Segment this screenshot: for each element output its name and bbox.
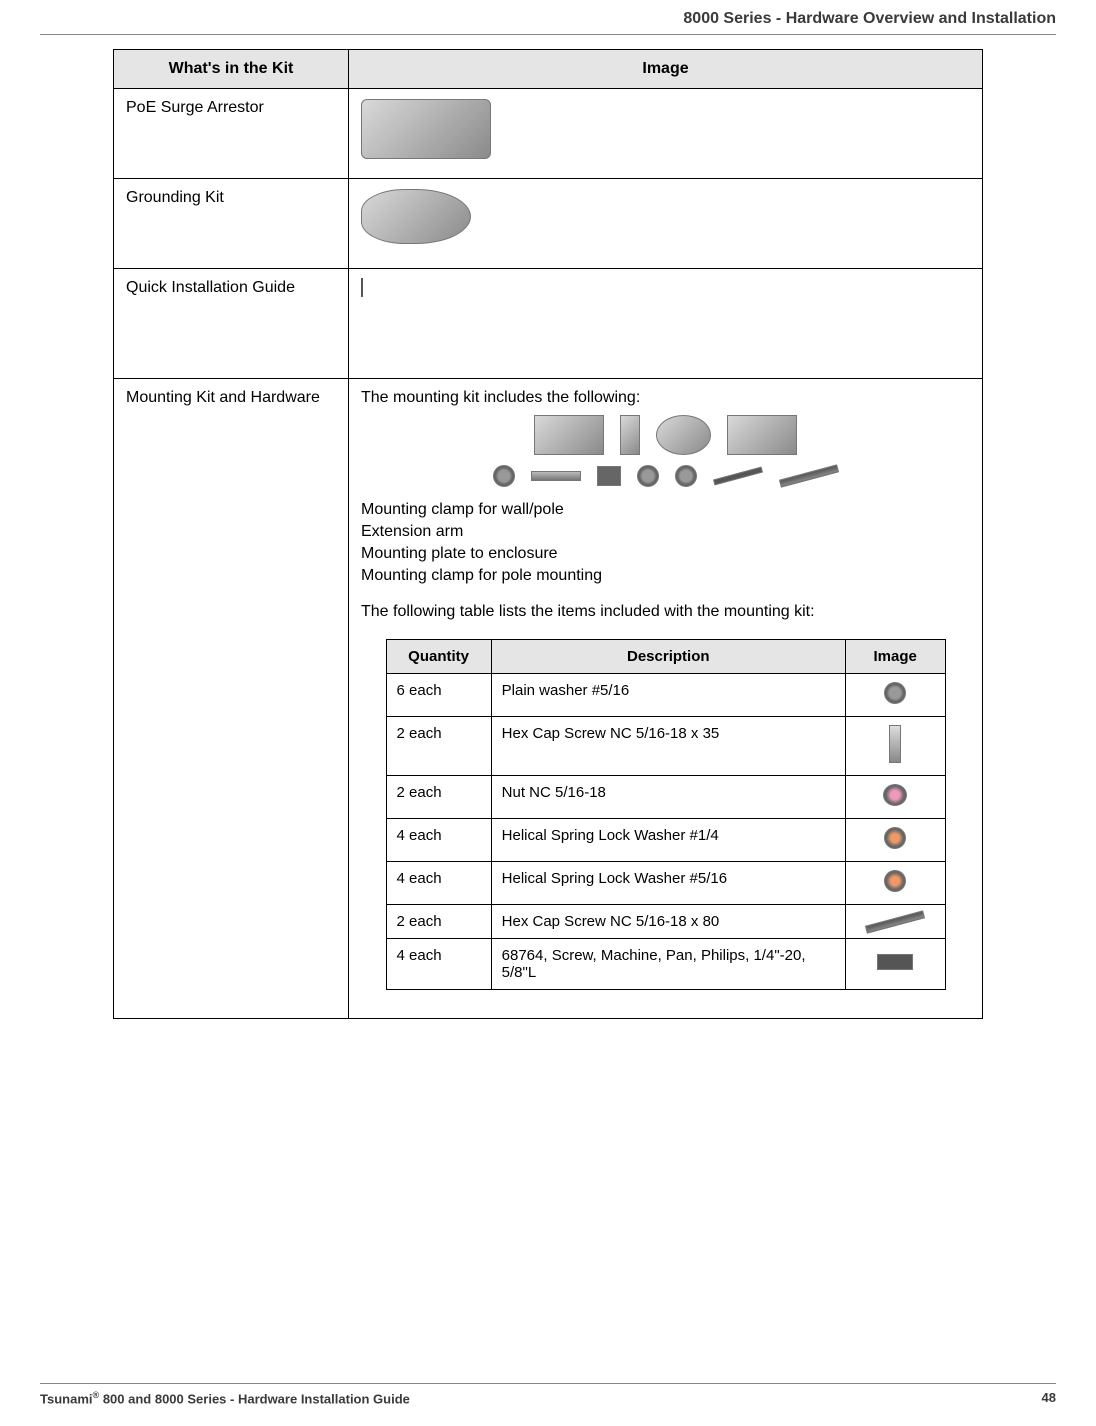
- mounting-table-intro: The following table lists the items incl…: [361, 603, 970, 621]
- img-col-header: Image: [845, 640, 945, 674]
- page-footer: Tsunami® 800 and 8000 Series - Hardware …: [40, 1383, 1056, 1406]
- kit-image-cell: [349, 89, 983, 179]
- mounting-clamp-pole-image: [727, 415, 797, 455]
- table-row: PoE Surge Arrestor: [114, 89, 983, 179]
- item-image-cell: [845, 862, 945, 905]
- poe-surge-image: [361, 99, 491, 159]
- qty-cell: 4 each: [386, 819, 491, 862]
- mounting-images: [361, 415, 970, 487]
- item-image-cell: [845, 939, 945, 990]
- table-row: 6 each Plain washer #5/16: [386, 674, 945, 717]
- footer-product-prefix: Tsunami: [40, 1391, 93, 1406]
- qty-cell: 6 each: [386, 674, 491, 717]
- qty-cell: 2 each: [386, 717, 491, 776]
- hardware-washer2-image: [637, 465, 659, 487]
- qty-cell: 4 each: [386, 862, 491, 905]
- grounding-kit-image: [361, 189, 471, 244]
- mounting-kit-cell: The mounting kit includes the following:: [349, 379, 983, 1019]
- nut-icon: [883, 784, 907, 806]
- qty-col-header: Quantity: [386, 640, 491, 674]
- table-row: Mounting Kit and Hardware The mounting k…: [114, 379, 983, 1019]
- kit-label: Quick Installation Guide: [114, 269, 349, 379]
- item-image-cell: [845, 776, 945, 819]
- hardware-thinbolt-image: [713, 467, 763, 486]
- mounting-items-table: Quantity Description Image 6 each Plain …: [386, 639, 946, 990]
- kit-label: PoE Surge Arrestor: [114, 89, 349, 179]
- table-row: 2 each Hex Cap Screw NC 5/16-18 x 35: [386, 717, 945, 776]
- hardware-nut-image: [597, 466, 621, 486]
- plain-washer-icon: [884, 682, 906, 704]
- kit-image-cell: [349, 269, 983, 379]
- table-row: Quick Installation Guide: [114, 269, 983, 379]
- table-row: 2 each Nut NC 5/16-18: [386, 776, 945, 819]
- extension-arm-image: [620, 415, 640, 455]
- table-row: Grounding Kit: [114, 179, 983, 269]
- item-image-cell: [845, 674, 945, 717]
- item-image-cell: [845, 717, 945, 776]
- mounting-clamp-wall-image: [534, 415, 604, 455]
- machine-screw-icon: [877, 954, 913, 970]
- hardware-washer-image: [493, 465, 515, 487]
- mounting-intro: The mounting kit includes the following:: [361, 389, 970, 407]
- desc-cell: Nut NC 5/16-18: [491, 776, 845, 819]
- desc-cell: Hex Cap Screw NC 5/16-18 x 80: [491, 905, 845, 939]
- mounting-list-item: Mounting clamp for wall/pole: [361, 501, 970, 519]
- hex-screw-short-icon: [889, 725, 901, 763]
- hardware-longbolt-image: [778, 464, 838, 487]
- kit-image-cell: [349, 179, 983, 269]
- mounting-list-item: Mounting plate to enclosure: [361, 545, 970, 563]
- mounting-list-item: Extension arm: [361, 523, 970, 541]
- desc-cell: Plain washer #5/16: [491, 674, 845, 717]
- desc-col-header: Description: [491, 640, 845, 674]
- lock-washer-quarter-icon: [884, 827, 906, 849]
- desc-cell: Hex Cap Screw NC 5/16-18 x 35: [491, 717, 845, 776]
- header-rule: [40, 34, 1056, 35]
- qty-cell: 2 each: [386, 776, 491, 819]
- hardware-bolt-image: [531, 471, 581, 481]
- item-image-cell: [845, 905, 945, 939]
- kit-label: Grounding Kit: [114, 179, 349, 269]
- table-row: 4 each 68764, Screw, Machine, Pan, Phili…: [386, 939, 945, 990]
- kit-col-header: What's in the Kit: [114, 50, 349, 89]
- kit-table: What's in the Kit Image PoE Surge Arrest…: [113, 49, 983, 1019]
- qty-cell: 2 each: [386, 905, 491, 939]
- mounting-plate-image: [656, 415, 711, 455]
- footer-rule: [40, 1383, 1056, 1384]
- image-col-header: Image: [349, 50, 983, 89]
- item-image-cell: [845, 819, 945, 862]
- desc-cell: Helical Spring Lock Washer #1/4: [491, 819, 845, 862]
- footer-product: Tsunami® 800 and 8000 Series - Hardware …: [40, 1390, 410, 1406]
- table-row: 4 each Helical Spring Lock Washer #5/16: [386, 862, 945, 905]
- kit-label: Mounting Kit and Hardware: [114, 379, 349, 1019]
- mounting-list-item: Mounting clamp for pole mounting: [361, 567, 970, 585]
- hex-screw-long-icon: [865, 910, 925, 933]
- lock-washer-5-16-icon: [884, 870, 906, 892]
- page-header: 8000 Series - Hardware Overview and Inst…: [40, 0, 1056, 34]
- desc-cell: Helical Spring Lock Washer #5/16: [491, 862, 845, 905]
- footer-product-suffix: 800 and 8000 Series - Hardware Installat…: [99, 1391, 410, 1406]
- qty-cell: 4 each: [386, 939, 491, 990]
- table-row: 2 each Hex Cap Screw NC 5/16-18 x 80: [386, 905, 945, 939]
- desc-cell: 68764, Screw, Machine, Pan, Philips, 1/4…: [491, 939, 845, 990]
- page-number: 48: [1042, 1390, 1056, 1406]
- hardware-washer3-image: [675, 465, 697, 487]
- quick-install-guide-image: [361, 278, 363, 297]
- table-row: 4 each Helical Spring Lock Washer #1/4: [386, 819, 945, 862]
